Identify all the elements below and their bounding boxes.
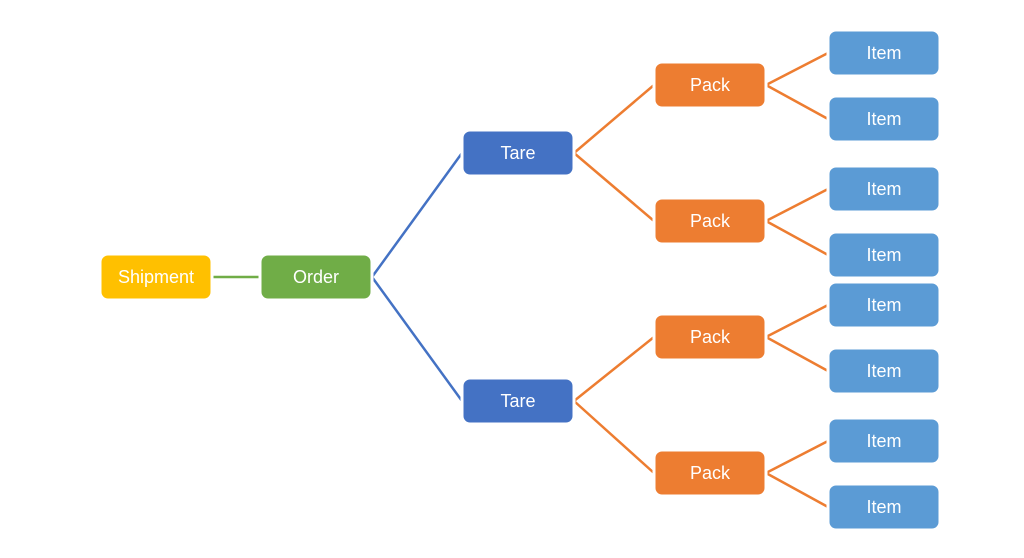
node-label-item7: Item: [866, 431, 901, 451]
node-item5: Item: [828, 282, 940, 328]
node-pack3: Pack: [654, 314, 766, 360]
node-label-item8: Item: [866, 497, 901, 517]
edge-order-to-tare1: [372, 153, 462, 277]
node-item7: Item: [828, 418, 940, 464]
edge-pack4-to-item8: [766, 473, 828, 507]
edge-pack1-to-item2: [766, 85, 828, 119]
edge-pack3-to-item5: [766, 305, 828, 337]
node-item2: Item: [828, 96, 940, 142]
node-shipment: Shipment: [100, 254, 212, 300]
hierarchy-tree-diagram: Shipment Order Tare Tare Pack Pack Pack Pack Ite…: [0, 0, 1024, 558]
edge-pack2-to-item4: [766, 221, 828, 255]
node-label-item4: Item: [866, 245, 901, 265]
node-label-item1: Item: [866, 43, 901, 63]
edge-tare2-to-pack3: [574, 337, 654, 401]
node-label-order: Order: [293, 267, 339, 287]
node-label-item5: Item: [866, 295, 901, 315]
edge-order-to-tare2: [372, 277, 462, 401]
node-label-pack4: Pack: [690, 463, 731, 483]
nodes-layer: Shipment Order Tare Tare Pack Pack Pack Pack Ite…: [100, 30, 940, 530]
edge-pack3-to-item6: [766, 337, 828, 371]
node-label-pack2: Pack: [690, 211, 731, 231]
node-item1: Item: [828, 30, 940, 76]
edge-pack2-to-item3: [766, 189, 828, 221]
edge-pack4-to-item7: [766, 441, 828, 473]
edge-tare2-to-pack4: [574, 401, 654, 473]
node-label-item3: Item: [866, 179, 901, 199]
node-pack2: Pack: [654, 198, 766, 244]
node-label-shipment: Shipment: [118, 267, 194, 287]
node-order: Order: [260, 254, 372, 300]
node-label-pack1: Pack: [690, 75, 731, 95]
node-item4: Item: [828, 232, 940, 278]
node-tare2: Tare: [462, 378, 574, 424]
node-tare1: Tare: [462, 130, 574, 176]
edge-tare1-to-pack2: [574, 153, 654, 221]
node-pack1: Pack: [654, 62, 766, 108]
node-item8: Item: [828, 484, 940, 530]
node-label-tare2: Tare: [500, 391, 535, 411]
node-pack4: Pack: [654, 450, 766, 496]
node-item6: Item: [828, 348, 940, 394]
node-item3: Item: [828, 166, 940, 212]
node-label-item6: Item: [866, 361, 901, 381]
node-label-tare1: Tare: [500, 143, 535, 163]
node-label-pack3: Pack: [690, 327, 731, 347]
node-label-item2: Item: [866, 109, 901, 129]
edge-pack1-to-item1: [766, 53, 828, 85]
edge-tare1-to-pack1: [574, 85, 654, 153]
